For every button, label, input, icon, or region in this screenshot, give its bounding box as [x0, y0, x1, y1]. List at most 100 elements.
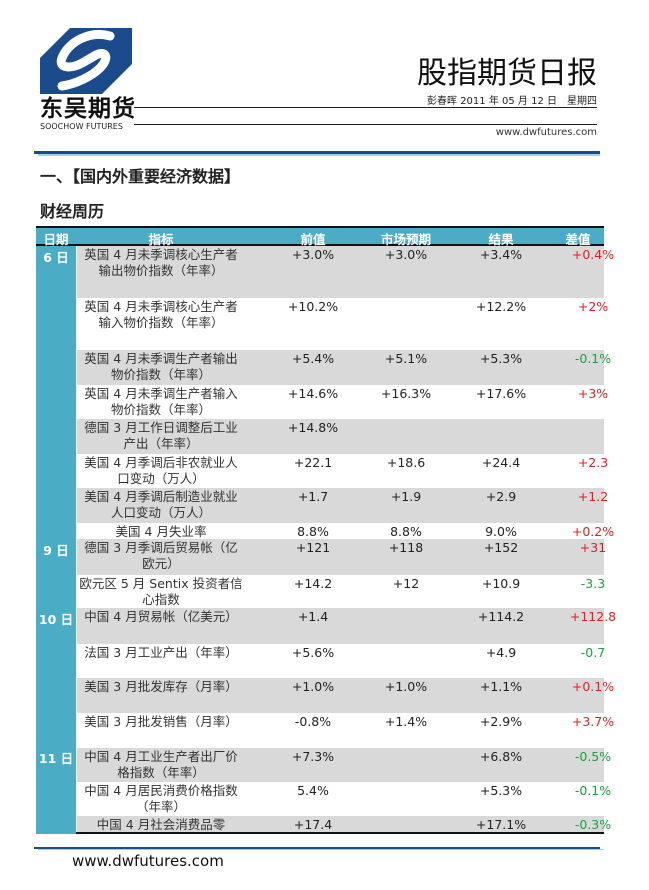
table-bottom-border: [76, 832, 604, 834]
actual-cell: +152: [483, 540, 519, 555]
report-title: 股指期货日报: [417, 56, 597, 91]
header-bar-accent: [38, 154, 600, 156]
header-divider: [134, 124, 597, 125]
day-label: 9 日: [43, 543, 69, 558]
table-row: 英国 4 月未季调生产者输出物价指数（年率） +5.4% +5.1% +5.3% -0.…: [77, 350, 611, 385]
indicator-cell: 英国 4 月未季调核心生产者输入物价指数（年率）: [84, 299, 238, 330]
footer-bar: [34, 847, 600, 849]
table-row: 中国 4 月社会消费品零 +17.4 +17.1% -0.3%: [77, 816, 611, 832]
forecast-cell: +3.0%: [384, 247, 428, 262]
diff-cell: +0.2%: [571, 524, 615, 539]
table-row: 中国 4 月工业生产者出厂价格指数（年率） +7.3% +6.8% -0.5%: [77, 748, 611, 782]
soochow-logo-icon: [40, 28, 132, 94]
header-actual: 结果: [488, 232, 514, 247]
prev-cell: 8.8%: [297, 524, 329, 539]
table-row: 中国 4 月贸易帐（亿美元） +1.4 +114.2 +112.8: [77, 608, 616, 644]
actual-cell: +2.9: [485, 489, 517, 504]
indicator-cell: 德国 3 月季调后贸易帐（亿欧元）: [84, 540, 238, 571]
logo-english-name: SOOCHOW FUTURES: [40, 122, 123, 131]
forecast-cell: +12: [392, 576, 420, 591]
indicator-cell: 美国 3 月批发库存（月率）: [84, 679, 238, 694]
indicator-cell: 德国 3 月工作日调整后工业产出（年率）: [84, 420, 238, 451]
header-diff: 差值: [565, 232, 591, 247]
actual-cell: +6.8%: [479, 749, 523, 764]
table-row: 美国 4 月季调后非农就业人口变动（万人） +22.1 +18.6 +24.4 +2.3: [77, 454, 608, 488]
actual-cell: +5.3%: [479, 783, 523, 798]
indicator-cell: 中国 4 月工业生产者出厂价格指数（年率）: [84, 749, 238, 780]
diff-cell: +2%: [577, 299, 609, 314]
actual-cell: +114.2: [477, 609, 525, 624]
diff-cell: -0.3%: [574, 817, 612, 832]
table-row: 英国 4 月未季调生产者输入物价指数（年率） +14.6% +16.3% +17.6%…: [77, 385, 608, 419]
actual-cell: +2.9%: [479, 714, 523, 729]
table-header: 日期 指标 前值 市场预期 结果 差值: [36, 226, 604, 247]
day-label: 6 日: [43, 250, 69, 265]
prev-cell: 5.4%: [297, 783, 329, 798]
footer-bar-accent: [38, 849, 604, 850]
indicator-cell: 中国 4 月社会消费品零: [96, 817, 226, 832]
diff-cell: +1.2: [577, 489, 609, 504]
indicator-cell: 欧元区 5 月 Sentix 投资者信心指数: [79, 576, 243, 607]
actual-cell: +1.1%: [479, 679, 523, 694]
prev-cell: +10.2%: [287, 299, 339, 314]
prev-cell: +14.2: [293, 576, 333, 591]
forecast-cell: +1.4%: [384, 714, 428, 729]
table-row: 美国 4 月失业率 8.8% 8.8% 9.0% +0.2%: [77, 523, 615, 539]
website-link[interactable]: www.dwfutures.com: [495, 127, 597, 138]
economic-calendar-table: 日期 指标 前值 市场预期 结果 差值 6 日 9 日 10 日 11 日 英国…: [36, 226, 616, 834]
forecast-cell: +18.6: [386, 455, 426, 470]
table-row: 德国 3 月工作日调整后工业产出（年率） +14.8%: [77, 419, 604, 454]
table-row: 法国 3 月工业产出（年率） +5.6% +4.9 -0.7: [77, 644, 605, 678]
diff-cell: +31: [579, 540, 607, 555]
header-date: 日期: [43, 232, 69, 247]
diff-cell: -0.1%: [574, 351, 612, 366]
indicator-cell: 美国 4 月季调后制造业就业人口变动（万人）: [84, 489, 238, 520]
actual-cell: +3.4%: [479, 247, 523, 262]
indicator-cell: 美国 3 月批发销售（月率）: [84, 714, 238, 729]
prev-cell: -0.8%: [294, 714, 332, 729]
table-row: 中国 4 月居民消费价格指数（年率） 5.4% +5.3% -0.1%: [77, 782, 611, 816]
header-indicator: 指标: [148, 232, 174, 247]
prev-cell: +1.7: [297, 489, 329, 504]
diff-cell: +3%: [577, 386, 609, 401]
prev-cell: +7.3%: [291, 749, 335, 764]
prev-cell: +1.4: [297, 609, 329, 624]
table-row: 德国 3 月季调后贸易帐（亿欧元） +121 +118 +152 +31: [77, 539, 606, 575]
prev-cell: +121: [295, 540, 331, 555]
indicator-cell: 美国 4 月失业率: [115, 524, 207, 539]
actual-cell: +12.2%: [475, 299, 527, 314]
actual-cell: +4.9: [485, 645, 517, 660]
prev-cell: +1.0%: [291, 679, 335, 694]
forecast-cell: +16.3%: [380, 386, 432, 401]
indicator-cell: 英国 4 月未季调生产者输入物价指数（年率）: [84, 386, 238, 417]
subsection-title: 财经周历: [40, 202, 105, 221]
indicator-cell: 美国 4 月季调后非农就业人口变动（万人）: [84, 455, 238, 486]
prev-cell: +14.8%: [287, 420, 339, 435]
table-row: 美国 3 月批发库存（月率） +1.0% +1.0% +1.1% +0.1%: [77, 678, 614, 713]
day-label: 10 日: [38, 612, 74, 627]
prev-cell: +5.6%: [291, 645, 335, 660]
day-label: 11 日: [38, 751, 74, 766]
prev-cell: +3.0%: [291, 247, 335, 262]
logo-chinese-name: 东吴期货: [40, 96, 136, 122]
prev-cell: +14.6%: [287, 386, 339, 401]
header-bar: [34, 151, 600, 154]
indicator-cell: 中国 4 月居民消费价格指数（年率）: [84, 783, 238, 814]
actual-cell: 9.0%: [485, 524, 517, 539]
indicator-cell: 英国 4 月未季调核心生产者输出物价指数（年率）: [84, 247, 238, 278]
indicator-cell: 法国 3 月工业产出（年率）: [84, 645, 238, 660]
diff-cell: -0.1%: [574, 783, 612, 798]
header-prev: 前值: [300, 232, 326, 247]
indicator-cell: 中国 4 月贸易帐（亿美元）: [84, 609, 238, 624]
diff-cell: -0.5%: [574, 749, 612, 764]
actual-cell: +17.1%: [475, 817, 527, 832]
byline: 彭春晖 2011 年 05 月 12 日 星期四: [427, 96, 597, 107]
actual-cell: +5.3%: [479, 351, 523, 366]
forecast-cell: +5.1%: [384, 351, 428, 366]
footer-website-link[interactable]: www.dwfutures.com: [72, 852, 224, 870]
header-divider: [134, 107, 597, 108]
diff-cell: -3.3: [580, 576, 606, 591]
actual-cell: +24.4: [481, 455, 521, 470]
table-row: 英国 4 月未季调核心生产者输出物价指数（年率） +3.0% +3.0% +3.4% +…: [77, 246, 614, 298]
header-forecast: 市场预期: [380, 232, 431, 247]
